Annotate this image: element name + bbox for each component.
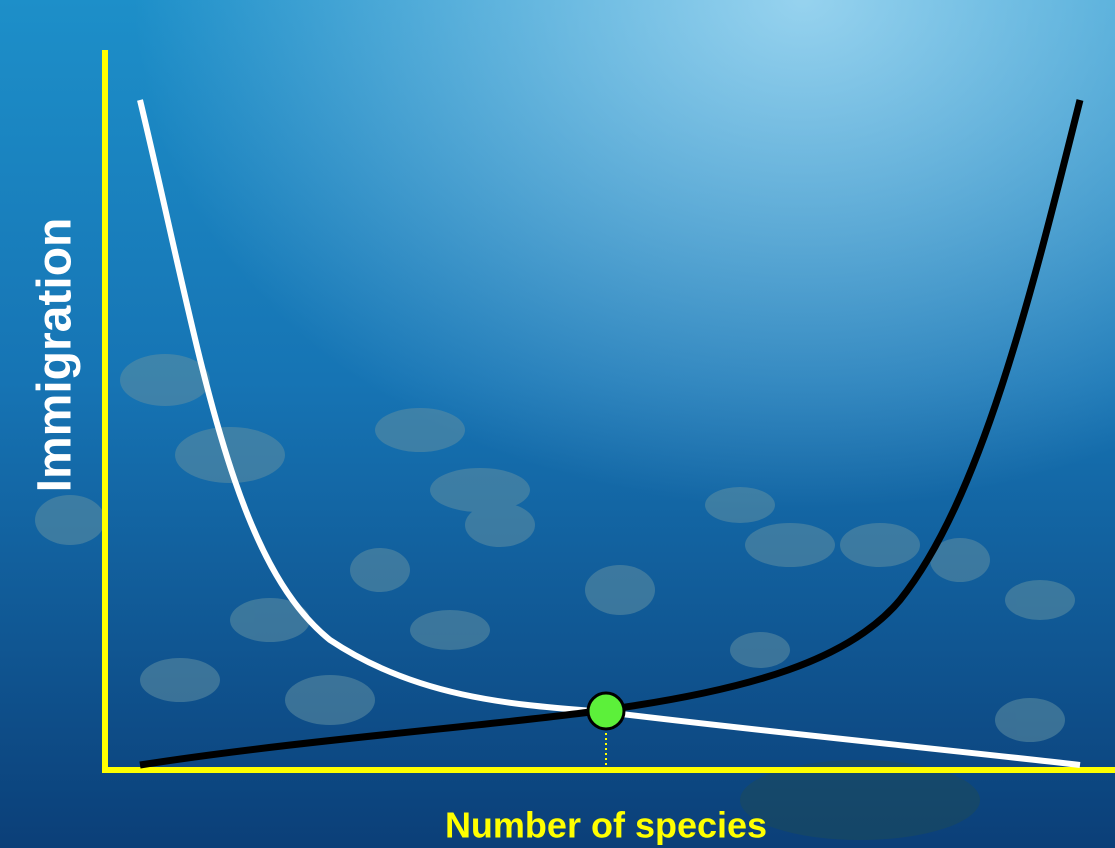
equilibrium-point [586, 691, 626, 731]
extinction-curve [139, 99, 1084, 769]
immigration-curve [137, 99, 1081, 768]
y-axis-label: Immigration [29, 218, 82, 493]
fish-school [35, 354, 1075, 840]
x-axis-label: Number of species [445, 805, 767, 846]
